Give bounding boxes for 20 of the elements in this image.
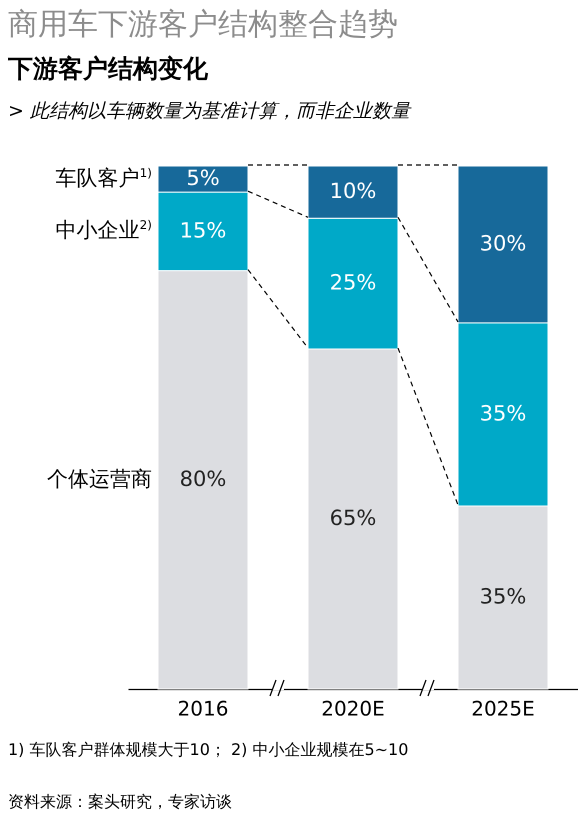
data-label: 15%	[180, 218, 226, 242]
data-label: 35%	[480, 584, 526, 608]
x-tick-label: 2020E	[321, 696, 385, 720]
text: 资料来源：案头研究，专家访谈	[8, 792, 232, 813]
series-label: 中小企业$^{2)}$	[56, 217, 152, 244]
series-label: 个体运营商	[47, 466, 152, 493]
data-label: 5%	[186, 166, 220, 190]
chart-subtitle: 下游客户结构变化	[8, 53, 208, 85]
text: 1) 车队客户群体规模大于10； 2) 中小企业规模在5~10	[8, 740, 408, 761]
chart-title: 商用车下游客户结构整合趋势	[8, 6, 398, 44]
x-tick-label: 2016	[178, 696, 228, 720]
text: > 此结构以车辆数量为基准计算，而非企业数量	[8, 99, 410, 124]
data-label: 30%	[480, 231, 526, 256]
data-label: 10%	[330, 179, 376, 204]
data-label: 65%	[330, 506, 376, 530]
series-label: 车队客户$^{1)}$	[56, 165, 152, 192]
data-label: 25%	[330, 270, 376, 295]
data-label: 80%	[180, 466, 226, 491]
x-tick-label: 2025E	[471, 696, 535, 720]
data-label: 35%	[480, 401, 526, 426]
